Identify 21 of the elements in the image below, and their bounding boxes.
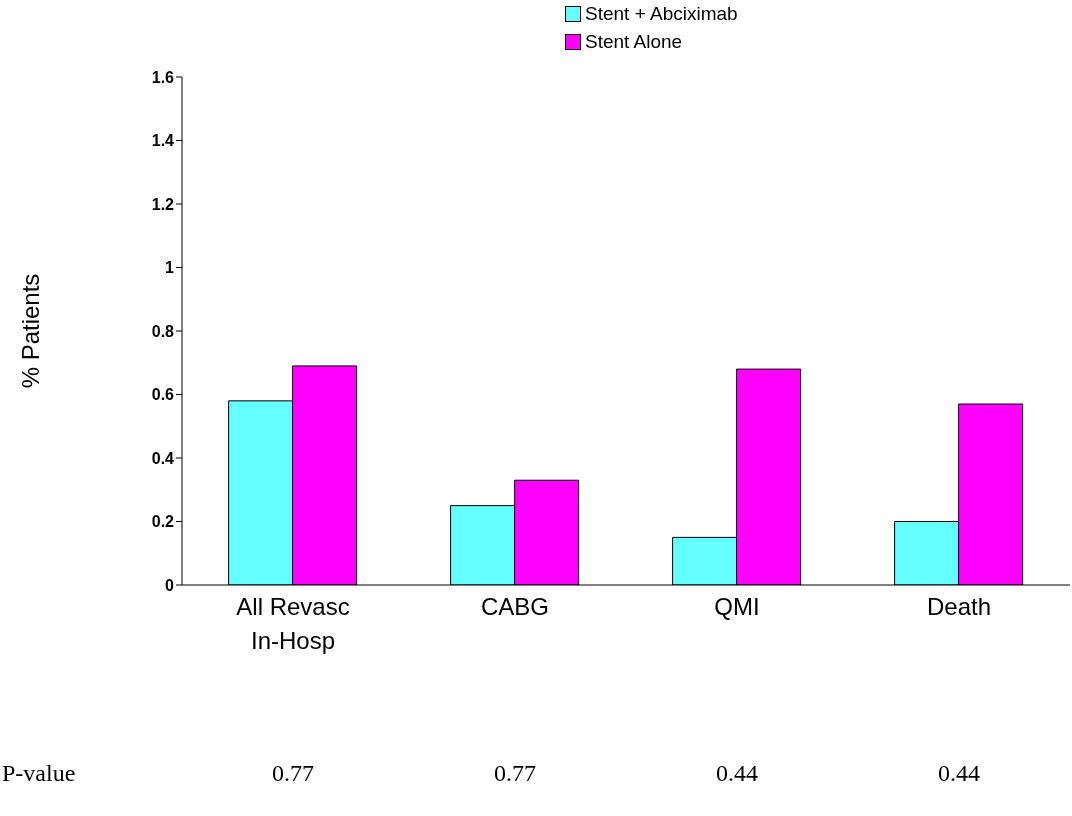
y-tick-label: 0.8 bbox=[151, 322, 175, 340]
y-tick-label: 1.6 bbox=[151, 68, 175, 86]
text: 0.77 bbox=[272, 760, 314, 787]
legend-label: Stent Alone bbox=[585, 30, 683, 54]
y-tick-label: 1 bbox=[165, 259, 175, 277]
y-tick-label: 0.4 bbox=[151, 449, 175, 467]
y-tick-label: 0.2 bbox=[151, 513, 175, 531]
x-tick-label: CABG bbox=[480, 593, 550, 620]
legend-label: Stent + Abciximab bbox=[585, 2, 738, 26]
x-tick-label: Death bbox=[926, 593, 992, 620]
text: P-value bbox=[2, 760, 76, 787]
x-tick-label: All Revasc In-Hosp bbox=[236, 593, 350, 654]
text: 0.44 bbox=[716, 760, 758, 787]
y-tick-label: 1.2 bbox=[151, 195, 175, 213]
x-tick-label: QMI bbox=[714, 593, 760, 620]
text: 0.77 bbox=[494, 760, 536, 787]
y-tick-label: 1.4 bbox=[151, 132, 175, 150]
y-axis-title: % Patients bbox=[16, 273, 44, 389]
y-tick-label: 0.6 bbox=[151, 386, 175, 404]
text: 0.44 bbox=[938, 760, 980, 787]
y-tick-label: 0 bbox=[165, 576, 175, 594]
